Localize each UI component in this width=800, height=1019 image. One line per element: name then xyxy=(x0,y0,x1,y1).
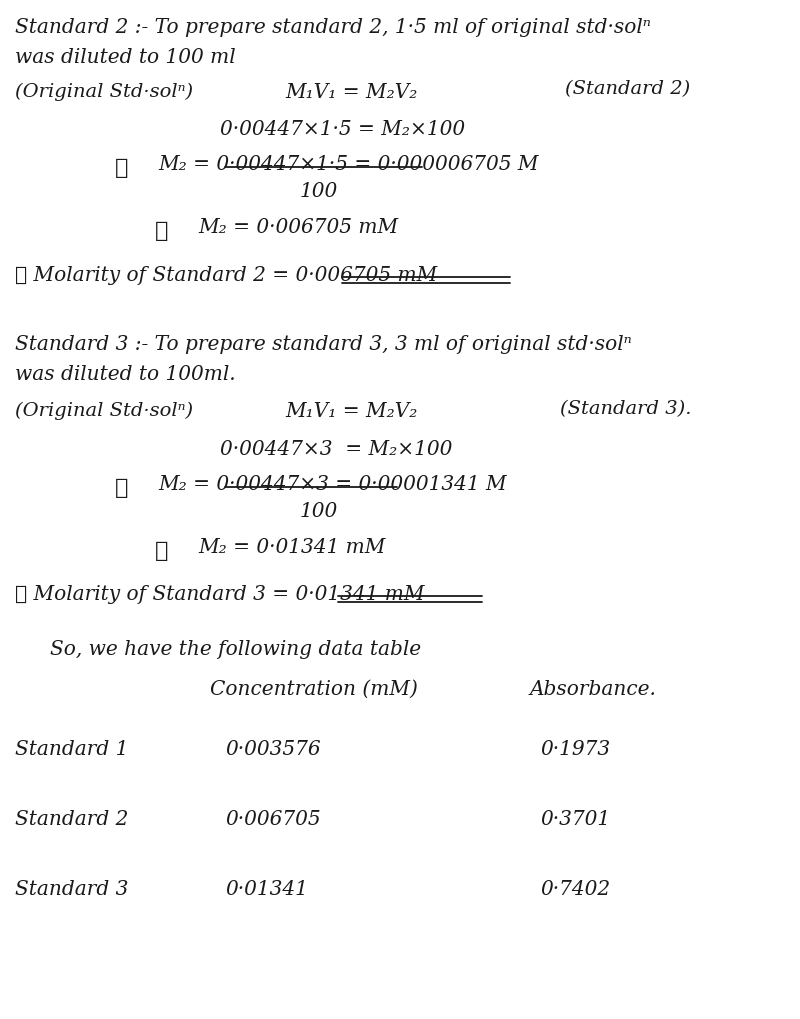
Text: (Original Std·solⁿ): (Original Std·solⁿ) xyxy=(15,83,193,101)
Text: M₂ = 0·00447×1·5 = 0·000006705 M: M₂ = 0·00447×1·5 = 0·000006705 M xyxy=(158,155,538,174)
Text: (Standard 3).: (Standard 3). xyxy=(560,399,691,418)
Text: Standard 3 :- To prepare standard 3, 3 ml of original std·solⁿ: Standard 3 :- To prepare standard 3, 3 m… xyxy=(15,334,632,354)
Text: 0·3701: 0·3701 xyxy=(540,809,610,828)
Text: 0·00447×3  = M₂×100: 0·00447×3 = M₂×100 xyxy=(220,439,452,459)
Text: ∴ Molarity of Standard 3 = 0·01341 mM: ∴ Molarity of Standard 3 = 0·01341 mM xyxy=(15,585,425,603)
Text: was diluted to 100ml.: was diluted to 100ml. xyxy=(15,365,236,383)
Text: M₁V₁ = M₂V₂: M₁V₁ = M₂V₂ xyxy=(285,401,418,421)
Text: was diluted to 100 ml: was diluted to 100 ml xyxy=(15,48,236,67)
Text: Standard 2 :- To prepare standard 2, 1·5 ml of original std·solⁿ: Standard 2 :- To prepare standard 2, 1·5… xyxy=(15,18,651,37)
Text: 0·003576: 0·003576 xyxy=(225,739,321,758)
Text: 0·01341: 0·01341 xyxy=(225,879,308,898)
Text: Standard 1: Standard 1 xyxy=(15,739,128,758)
Text: 0·006705: 0·006705 xyxy=(225,809,321,828)
Text: (Original Std·solⁿ): (Original Std·solⁿ) xyxy=(15,401,193,420)
Text: Standard 3: Standard 3 xyxy=(15,879,128,898)
Text: Absorbance.: Absorbance. xyxy=(530,680,657,698)
Text: M₂ = 0·01341 mM: M₂ = 0·01341 mM xyxy=(198,537,386,556)
Text: ∴: ∴ xyxy=(115,157,128,178)
Text: 0·1973: 0·1973 xyxy=(540,739,610,758)
Text: 100: 100 xyxy=(300,501,338,521)
Text: M₂ = 0·00447×3 = 0·00001341 M: M₂ = 0·00447×3 = 0·00001341 M xyxy=(158,475,506,493)
Text: (Standard 2): (Standard 2) xyxy=(565,79,690,98)
Text: Standard 2: Standard 2 xyxy=(15,809,128,828)
Text: So, we have the following data table: So, we have the following data table xyxy=(50,639,421,658)
Text: Concentration (mM): Concentration (mM) xyxy=(210,680,418,698)
Text: ∴: ∴ xyxy=(155,539,168,561)
Text: ∴: ∴ xyxy=(155,220,168,242)
Text: 0·7402: 0·7402 xyxy=(540,879,610,898)
Text: M₂ = 0·006705 mM: M₂ = 0·006705 mM xyxy=(198,218,398,236)
Text: 0·00447×1·5 = M₂×100: 0·00447×1·5 = M₂×100 xyxy=(220,120,465,139)
Text: M₁V₁ = M₂V₂: M₁V₁ = M₂V₂ xyxy=(285,83,418,102)
Text: 100: 100 xyxy=(300,181,338,201)
Text: ∴: ∴ xyxy=(115,477,128,498)
Text: ∴ Molarity of Standard 2 = 0·006705 mM: ∴ Molarity of Standard 2 = 0·006705 mM xyxy=(15,266,438,284)
